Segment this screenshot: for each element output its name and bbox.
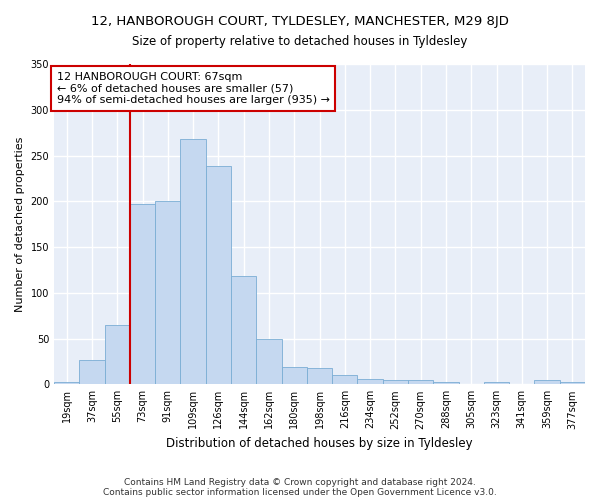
Bar	[54, 382, 79, 384]
Bar	[433, 382, 458, 384]
Bar	[535, 380, 560, 384]
Bar	[79, 360, 104, 384]
Text: 12, HANBOROUGH COURT, TYLDESLEY, MANCHESTER, M29 8JD: 12, HANBOROUGH COURT, TYLDESLEY, MANCHES…	[91, 15, 509, 28]
Bar	[307, 368, 332, 384]
Bar	[104, 325, 130, 384]
Bar	[332, 375, 358, 384]
Bar	[383, 380, 408, 384]
Text: Size of property relative to detached houses in Tyldesley: Size of property relative to detached ho…	[133, 35, 467, 48]
X-axis label: Distribution of detached houses by size in Tyldesley: Distribution of detached houses by size …	[166, 437, 473, 450]
Bar	[206, 166, 231, 384]
Text: Contains HM Land Registry data © Crown copyright and database right 2024.
Contai: Contains HM Land Registry data © Crown c…	[103, 478, 497, 497]
Bar	[256, 338, 281, 384]
Bar	[155, 202, 181, 384]
Bar	[484, 382, 509, 384]
Bar	[358, 379, 383, 384]
Bar	[408, 380, 433, 384]
Bar	[560, 382, 585, 384]
Bar	[130, 204, 155, 384]
Bar	[231, 276, 256, 384]
Bar	[281, 367, 307, 384]
Text: 12 HANBOROUGH COURT: 67sqm
← 6% of detached houses are smaller (57)
94% of semi-: 12 HANBOROUGH COURT: 67sqm ← 6% of detac…	[56, 72, 329, 105]
Y-axis label: Number of detached properties: Number of detached properties	[15, 136, 25, 312]
Bar	[181, 139, 206, 384]
